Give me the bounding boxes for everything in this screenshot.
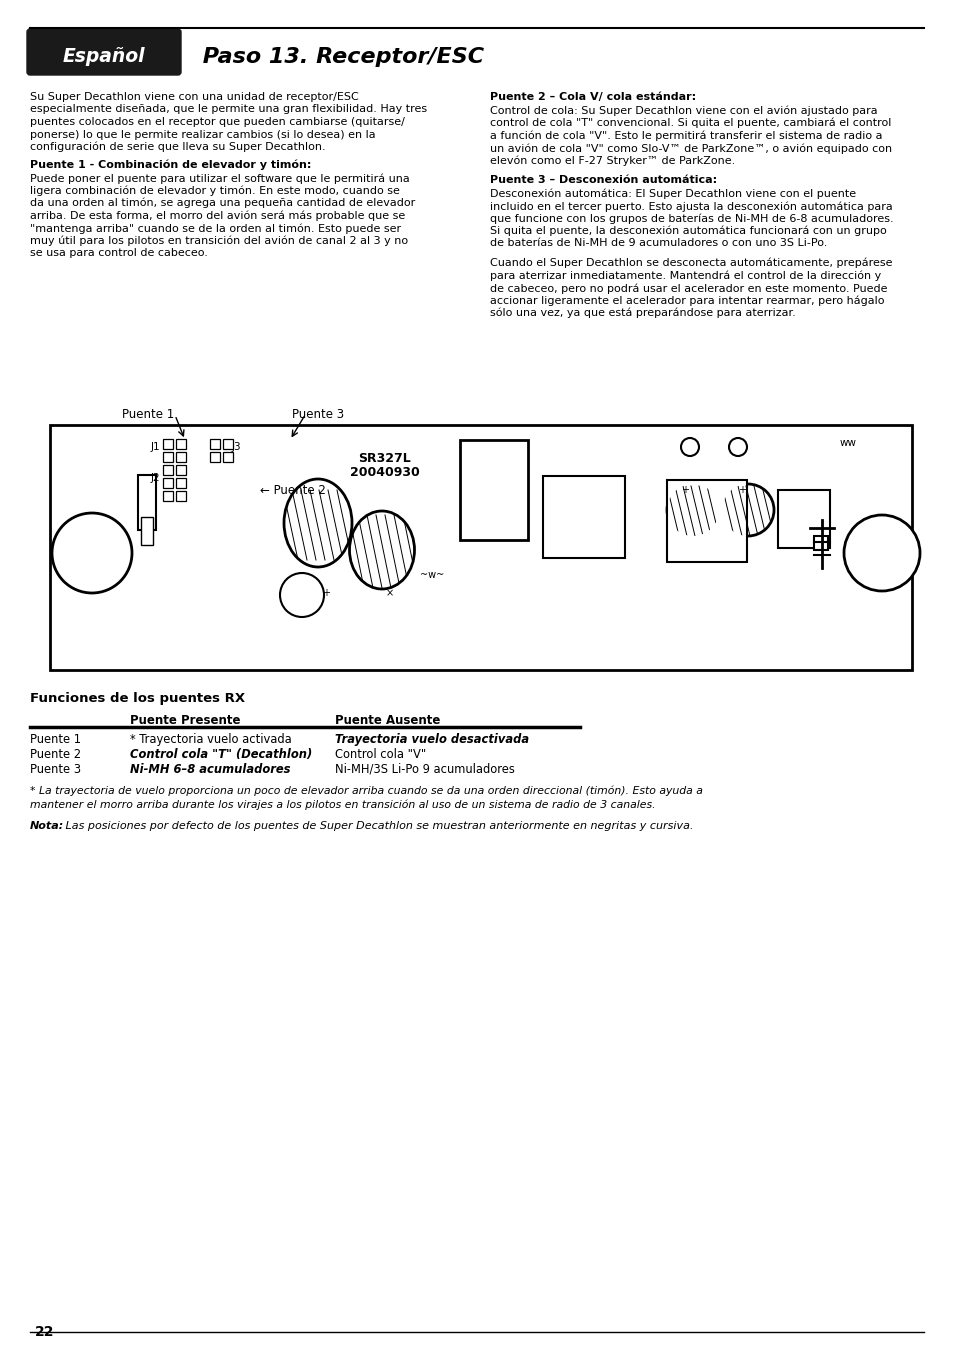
Text: ×: × xyxy=(386,589,394,598)
Bar xyxy=(223,439,233,450)
Text: SR327L: SR327L xyxy=(358,451,411,464)
Text: J1: J1 xyxy=(151,441,160,452)
Text: ligera combinación de elevador y timón. En este modo, cuando se: ligera combinación de elevador y timón. … xyxy=(30,185,399,196)
Text: Puente 1 - Combinación de elevador y timón:: Puente 1 - Combinación de elevador y tim… xyxy=(30,159,311,170)
Bar xyxy=(778,490,829,548)
Text: que funcione con los grupos de baterías de Ni-MH de 6-8 acumuladores.: que funcione con los grupos de baterías … xyxy=(490,213,893,224)
Text: Ni-MH/3S Li-Po 9 acumuladores: Ni-MH/3S Li-Po 9 acumuladores xyxy=(335,763,515,776)
Circle shape xyxy=(280,572,324,617)
Bar xyxy=(175,478,186,487)
Text: Puente 3: Puente 3 xyxy=(30,763,81,776)
Text: da una orden al timón, se agrega una pequeña cantidad de elevador: da una orden al timón, se agrega una peq… xyxy=(30,198,415,208)
Text: J3: J3 xyxy=(232,441,241,452)
Text: Puente 3 – Desconexión automática:: Puente 3 – Desconexión automática: xyxy=(490,176,717,185)
Text: Las posiciones por defecto de los puentes de Super Decathlon se muestran anterio: Las posiciones por defecto de los puente… xyxy=(62,821,693,832)
Circle shape xyxy=(680,437,699,456)
Text: * Trayectoria vuelo activada: * Trayectoria vuelo activada xyxy=(130,733,292,747)
Text: de baterías de Ni-MH de 9 acumuladores o con uno 3S Li-Po.: de baterías de Ni-MH de 9 acumuladores o… xyxy=(490,239,826,248)
Text: ~w~: ~w~ xyxy=(419,570,444,580)
Text: Funciones de los puentes RX: Funciones de los puentes RX xyxy=(30,693,245,705)
Text: +: + xyxy=(738,485,745,495)
Bar xyxy=(163,452,172,462)
Text: un avión de cola "V" como Slo-V™ de ParkZone™, o avión equipado con: un avión de cola "V" como Slo-V™ de Park… xyxy=(490,143,891,154)
Text: Si quita el puente, la desconexión automática funcionará con un grupo: Si quita el puente, la desconexión autom… xyxy=(490,225,886,236)
Bar xyxy=(813,536,827,549)
Bar xyxy=(175,491,186,501)
Text: "mantenga arriba" cuando se de la orden al timón. Esto puede ser: "mantenga arriba" cuando se de la orden … xyxy=(30,223,400,234)
Bar xyxy=(138,475,156,531)
FancyBboxPatch shape xyxy=(27,28,181,76)
Text: para aterrizar inmediatamente. Mantendrá el control de la dirección y: para aterrizar inmediatamente. Mantendrá… xyxy=(490,270,881,281)
Bar xyxy=(175,452,186,462)
Text: Puente 1: Puente 1 xyxy=(30,733,81,747)
Text: Nota:: Nota: xyxy=(30,821,64,832)
Text: Puente 1: Puente 1 xyxy=(122,408,174,421)
Text: configuración de serie que lleva su Super Decathlon.: configuración de serie que lleva su Supe… xyxy=(30,142,325,153)
Text: ww: ww xyxy=(839,437,856,448)
Text: Español: Español xyxy=(63,47,145,66)
Text: de cabeceo, pero no podrá usar el acelerador en este momento. Puede: de cabeceo, pero no podrá usar el aceler… xyxy=(490,284,886,293)
Text: Paso 13. Receptor/ESC: Paso 13. Receptor/ESC xyxy=(194,47,483,68)
Bar xyxy=(459,440,527,540)
Text: incluido en el tercer puerto. Esto ajusta la desconexión automática para: incluido en el tercer puerto. Esto ajust… xyxy=(490,201,892,212)
Circle shape xyxy=(728,437,746,456)
Circle shape xyxy=(52,513,132,593)
Bar xyxy=(163,491,172,501)
Text: +: + xyxy=(680,485,688,495)
Text: +: + xyxy=(322,589,330,598)
Text: Cuando el Super Decathlon se desconecta automáticamente, prepárese: Cuando el Super Decathlon se desconecta … xyxy=(490,258,892,269)
Bar xyxy=(542,477,624,558)
Bar xyxy=(223,452,233,462)
Text: accionar ligeramente el acelerador para intentar rearmar, pero hágalo: accionar ligeramente el acelerador para … xyxy=(490,296,883,306)
Text: * La trayectoria de vuelo proporciona un poco de elevador arriba cuando se da un: * La trayectoria de vuelo proporciona un… xyxy=(30,786,702,796)
Bar xyxy=(50,425,911,670)
Ellipse shape xyxy=(349,512,414,589)
Text: puentes colocados en el receptor que pueden cambiarse (quitarse/: puentes colocados en el receptor que pue… xyxy=(30,117,404,127)
Bar xyxy=(210,439,220,450)
Text: sólo una vez, ya que está preparándose para aterrizar.: sólo una vez, ya que está preparándose p… xyxy=(490,308,795,319)
Text: elevón como el F-27 Stryker™ de ParkZone.: elevón como el F-27 Stryker™ de ParkZone… xyxy=(490,155,735,166)
Text: Puente Presente: Puente Presente xyxy=(130,714,240,728)
Circle shape xyxy=(843,514,919,591)
Ellipse shape xyxy=(666,485,719,536)
Text: a función de cola "V". Esto le permitirá transferir el sistema de radio a: a función de cola "V". Esto le permitirá… xyxy=(490,131,882,140)
Text: Puente 2: Puente 2 xyxy=(30,748,81,761)
Text: ← Puente 2: ← Puente 2 xyxy=(260,483,326,497)
Text: mantener el morro arriba durante los virajes a los pilotos en transición al uso : mantener el morro arriba durante los vir… xyxy=(30,799,655,810)
Bar xyxy=(163,478,172,487)
Text: Puente Ausente: Puente Ausente xyxy=(335,714,440,728)
Text: Puente 2 – Cola V/ cola estándar:: Puente 2 – Cola V/ cola estándar: xyxy=(490,92,696,103)
Text: 20040930: 20040930 xyxy=(350,467,419,479)
Text: Su Super Decathlon viene con una unidad de receptor/ESC: Su Super Decathlon viene con una unidad … xyxy=(30,92,358,103)
Text: Puede poner el puente para utilizar el software que le permitirá una: Puede poner el puente para utilizar el s… xyxy=(30,173,410,184)
Text: Control cola "T" (Decathlon): Control cola "T" (Decathlon) xyxy=(130,748,312,761)
Text: muy útil para los pilotos en transición del avión de canal 2 al 3 y no: muy útil para los pilotos en transición … xyxy=(30,235,408,246)
Bar xyxy=(175,464,186,475)
Bar xyxy=(163,439,172,450)
Text: Puente 3: Puente 3 xyxy=(292,408,344,421)
Text: Control de cola: Su Super Decathlon viene con el avión ajustado para: Control de cola: Su Super Decathlon vien… xyxy=(490,105,877,116)
Bar xyxy=(210,452,220,462)
Text: Ni-MH 6–8 acumuladores: Ni-MH 6–8 acumuladores xyxy=(130,763,291,776)
Text: ponerse) lo que le permite realizar cambios (si lo desea) en la: ponerse) lo que le permite realizar camb… xyxy=(30,130,375,139)
Text: Control cola "V": Control cola "V" xyxy=(335,748,426,761)
Bar xyxy=(141,517,152,545)
Text: se usa para control de cabeceo.: se usa para control de cabeceo. xyxy=(30,248,208,258)
Ellipse shape xyxy=(284,479,352,567)
Text: J2: J2 xyxy=(151,472,160,483)
Text: arriba. De esta forma, el morro del avión será más probable que se: arriba. De esta forma, el morro del avió… xyxy=(30,211,405,221)
Text: especialmente diseñada, que le permite una gran flexibilidad. Hay tres: especialmente diseñada, que le permite u… xyxy=(30,104,427,115)
Text: 22: 22 xyxy=(35,1324,54,1339)
Text: control de cola "T" convencional. Si quita el puente, cambiará el control: control de cola "T" convencional. Si qui… xyxy=(490,117,890,128)
Text: Trayectoria vuelo desactivada: Trayectoria vuelo desactivada xyxy=(335,733,529,747)
Ellipse shape xyxy=(721,485,773,536)
Bar xyxy=(163,464,172,475)
Bar xyxy=(666,481,746,562)
Text: Desconexión automática: El Super Decathlon viene con el puente: Desconexión automática: El Super Decathl… xyxy=(490,189,855,198)
Bar xyxy=(175,439,186,450)
